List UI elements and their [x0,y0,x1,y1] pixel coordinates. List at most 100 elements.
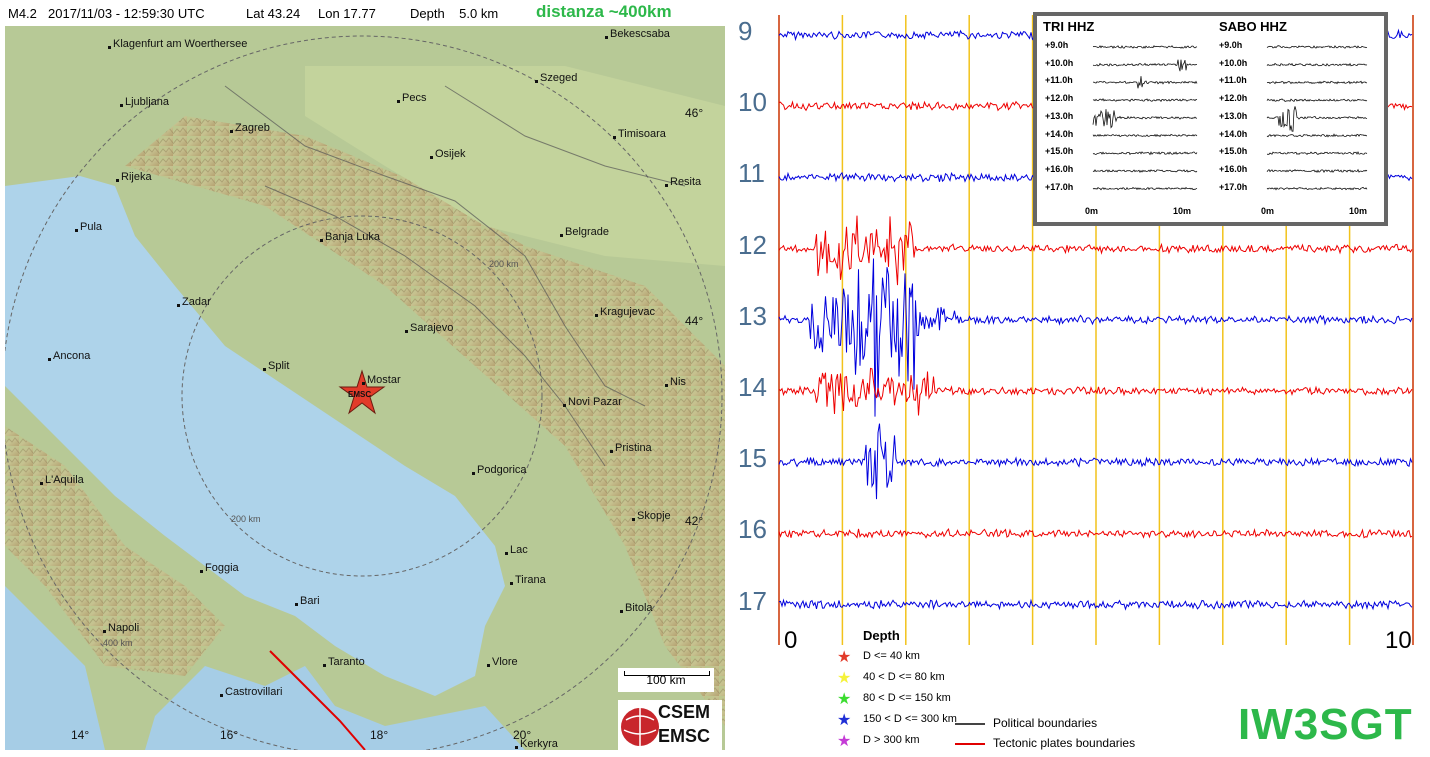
city-dot [397,100,400,103]
inset-trace [1266,80,1368,85]
lat-label-42: 42° [685,514,704,528]
city-label: Mostar [367,374,401,386]
city-dot [220,694,223,697]
city-label: Klagenfurt am Woerthersee [113,38,248,50]
logo-csem: CSEM [658,702,711,722]
inset-trace [1092,98,1198,102]
lat-label-46: 46° [685,106,704,120]
city-label: Rijeka [121,171,152,183]
inset-row-label-tri: +16.0h [1045,163,1074,174]
csem-emsc-logo: CSEM EMSC [618,700,722,752]
star-icon: ★ [837,670,852,687]
inset-trace [1092,109,1198,129]
city-dot [472,472,475,475]
depth-legend: Depth ★ D <= 40 km ★ 40 < D <= 80 km ★ 80 <… [833,628,1213,753]
city-dot [632,518,635,521]
city-label: Bekescsaba [610,28,670,40]
city-dot [620,610,623,613]
city-label: Novi Pazar [568,396,622,408]
inset-row-label-sabo: +12.0h [1219,93,1248,104]
x-tick-0: 0 [784,627,798,654]
city-label: Ljubljana [125,96,170,108]
city-dot [665,384,668,387]
legend-item: ★ D <= 40 km [837,649,920,666]
city-label: Skopje [637,510,671,522]
city-dot [40,482,43,485]
lon-label-18: 18° [370,728,389,742]
lat-label-44: 44° [685,314,704,328]
legend-label: Political boundaries [993,716,1098,730]
city-dot [515,746,518,749]
city-dot [560,234,563,237]
city-label: Split [268,360,290,372]
inset-row-label-sabo: +16.0h [1219,163,1248,174]
inset-row-label-tri: +14.0h [1045,128,1074,139]
ring-label-200-ne: 200 km [489,259,519,269]
city-label: Napoli [108,622,140,634]
city-dot [487,664,490,667]
city-label: Pristina [615,442,652,454]
legend-label: Tectonic plates boundaries [993,736,1136,750]
inset-trace [1266,168,1368,173]
inset-row-label-tri: +17.0h [1045,181,1074,192]
city-label: Bitola [625,602,653,614]
legend-item: ★ 40 < D <= 80 km [837,670,945,687]
city-dot [116,179,119,182]
city-dot [200,570,203,573]
legend-political: Political boundaries [955,716,1098,730]
scale-label: 100 km [646,673,686,687]
seismogram-trace [778,527,1413,539]
city-label: Osijek [435,148,466,160]
legend-title: Depth [863,628,900,643]
inset-row-label-sabo: +14.0h [1219,128,1248,139]
star-icon: ★ [837,691,852,708]
station-inset: TRI HHZ SABO HHZ +9.0h +9.0h +10.0h +10.0h +… [1033,12,1388,226]
magnitude: M4.2 [8,6,37,21]
map-scale-bar: 100 km [618,668,714,692]
city-label: Sarajevo [410,322,454,334]
city-label: Zagreb [235,122,270,134]
inset-trace [1266,62,1368,67]
seismogram-trace [778,423,1413,500]
city-dot [610,450,613,453]
city-label: Timisoara [618,128,666,140]
inset-row-label-sabo: +9.0h [1219,40,1243,50]
inset-x-end-tri: 10m [1173,206,1192,216]
legend-item: ★ 80 < D <= 150 km [837,691,951,708]
city-label: Banja Luka [325,231,381,243]
hour-label: 12 [738,229,767,260]
city-dot [230,130,233,133]
city-label: Nis [670,376,686,388]
inset-trace [1266,45,1368,49]
city-dot [535,80,538,83]
legend-label: D <= 40 km [863,650,920,662]
city-label: Szeged [540,72,578,84]
lon-label-16: 16° [220,728,239,742]
inset-row-label-tri: +11.0h [1045,75,1073,86]
event-latitude: Lat 43.24 [246,6,301,21]
inset-x-start-tri: 0m [1085,206,1099,216]
inset-row-label-sabo: +11.0h [1219,75,1247,86]
city-dot [405,330,408,333]
legend-label: 80 < D <= 150 km [863,692,951,704]
city-dot [75,229,78,232]
map-graphic [5,26,725,750]
station-callsign: IW3SGT [1238,700,1413,749]
inset-row-label-tri: +13.0h [1045,110,1074,121]
seismogram-trace [778,258,1413,417]
city-label: Bari [300,595,320,607]
city-label: Tirana [515,574,546,586]
city-dot [295,603,298,606]
city-dot [108,46,111,49]
globe-icon [621,708,659,746]
hour-label: 9 [738,16,753,46]
inset-trace [1266,106,1368,132]
scale-line [624,671,710,676]
seismogram-trace [778,598,1413,611]
city-label: Belgrade [565,226,610,238]
inset-trace [1092,45,1198,49]
star-icon: ★ [837,649,852,666]
city-label: Resita [670,176,702,188]
hour-label: 11 [738,158,765,189]
hour-label: 17 [738,585,767,616]
